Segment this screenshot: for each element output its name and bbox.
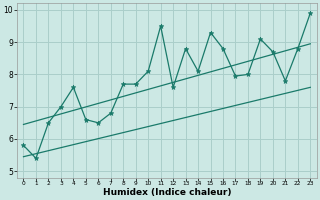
X-axis label: Humidex (Indice chaleur): Humidex (Indice chaleur) bbox=[103, 188, 231, 197]
